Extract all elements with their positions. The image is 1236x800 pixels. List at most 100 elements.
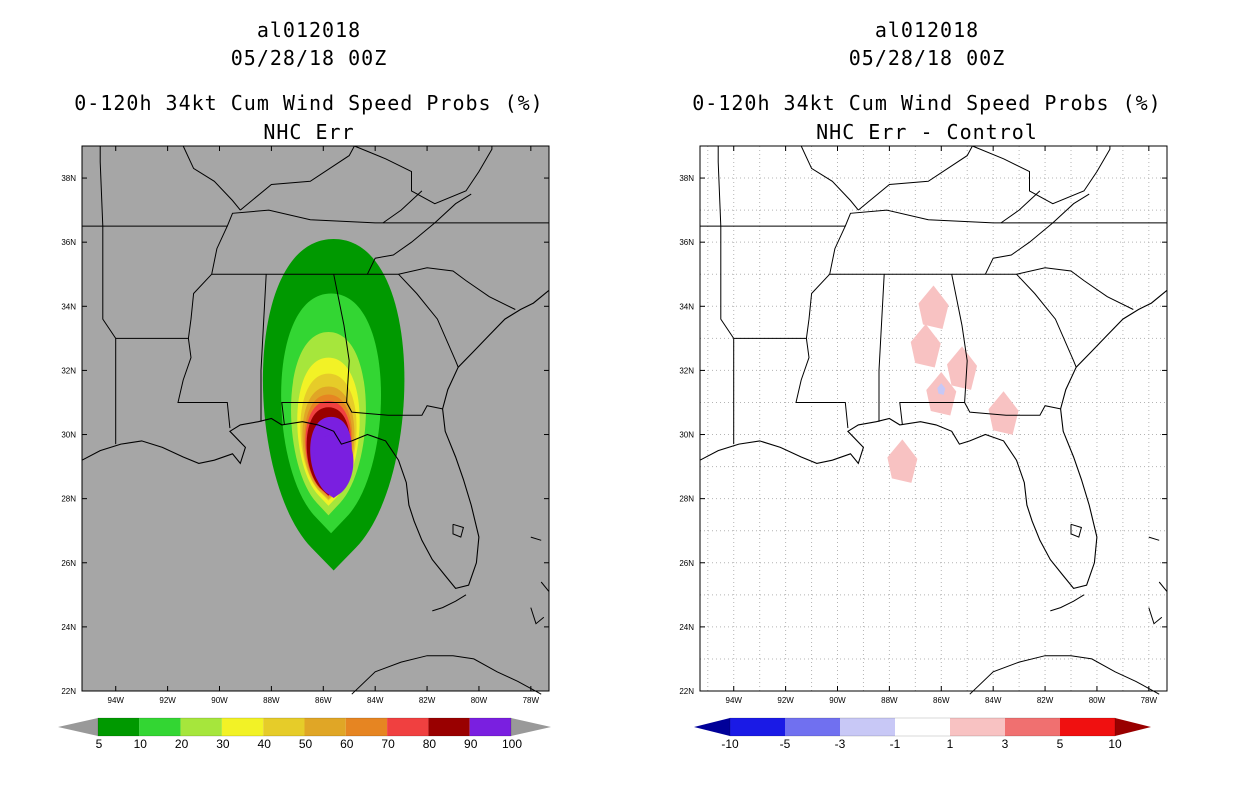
colorbar-swatch bbox=[387, 718, 429, 736]
colorbar-label: 60 bbox=[340, 737, 354, 751]
panel-subtitle: NHC Err bbox=[263, 120, 355, 144]
lon-label: 78W bbox=[1141, 696, 1158, 705]
lat-label: 22N bbox=[679, 687, 694, 696]
bahamas-island bbox=[530, 536, 542, 541]
prob-contour-100 bbox=[313, 434, 354, 499]
colorbar-label: 30 bbox=[216, 737, 230, 751]
lat-label: 32N bbox=[679, 366, 694, 375]
state-border bbox=[899, 274, 968, 425]
colorbar-low-arrow bbox=[58, 718, 98, 736]
state-border bbox=[878, 274, 885, 422]
map-frame bbox=[81, 145, 550, 692]
colorbar-swatch bbox=[730, 718, 785, 736]
colorbar-label: 1 bbox=[947, 737, 954, 751]
colorbar-swatch bbox=[895, 718, 950, 736]
coastline bbox=[699, 289, 1168, 590]
colorbar-swatch bbox=[469, 718, 511, 736]
colorbar-label: 20 bbox=[175, 737, 189, 751]
colorbar-label: 70 bbox=[381, 737, 395, 751]
colorbar-low-arrow bbox=[694, 718, 730, 736]
state-border bbox=[187, 273, 213, 339]
state-border bbox=[211, 267, 516, 310]
colorbar-swatch bbox=[304, 718, 346, 736]
lon-label: 90W bbox=[211, 696, 228, 705]
state-border bbox=[366, 222, 436, 275]
florida-keys bbox=[1050, 594, 1085, 612]
positive-diff-patch bbox=[988, 391, 1019, 435]
bahamas-island bbox=[530, 607, 545, 625]
state-border bbox=[972, 145, 1111, 205]
state-border bbox=[99, 146, 104, 227]
difference-map: 38N 36N 34N 32N 30N 28N 26N 24N 22N 94W 92W 90W 88W 8… bbox=[679, 145, 1168, 751]
state-border bbox=[82, 209, 549, 227]
colorbar-label: 90 bbox=[464, 737, 478, 751]
bahamas-island bbox=[1148, 607, 1163, 625]
lat-label: 32N bbox=[61, 366, 76, 375]
colorbar-label: 5 bbox=[1057, 737, 1064, 751]
state-border bbox=[829, 267, 1134, 310]
lon-label: 90W bbox=[829, 696, 846, 705]
cuba-coast bbox=[969, 655, 1160, 695]
colorbar-swatch bbox=[1005, 718, 1060, 736]
colorbar-label: 3 bbox=[1002, 737, 1009, 751]
colorbar-swatch bbox=[785, 718, 840, 736]
lon-label: 94W bbox=[108, 696, 125, 705]
right-panel: al012018 05/28/18 00Z 0-120h 34kt Cum Wi… bbox=[618, 0, 1236, 800]
colorbar-swatch bbox=[428, 718, 470, 736]
lon-label: 80W bbox=[1089, 696, 1106, 705]
colorbar-swatch bbox=[263, 718, 305, 736]
colorbar-label: -1 bbox=[890, 737, 901, 751]
product-title: 0-120h 34kt Cum Wind Speed Probs (%) bbox=[74, 91, 544, 115]
colorbar-swatch bbox=[221, 718, 264, 736]
state-border bbox=[1000, 190, 1041, 224]
lat-label: 28N bbox=[679, 495, 694, 504]
lat-label: 28N bbox=[61, 495, 76, 504]
colorbar-high-arrow bbox=[511, 718, 551, 736]
lat-label: 36N bbox=[61, 238, 76, 247]
lat-label: 26N bbox=[679, 559, 694, 568]
positive-diff-patch bbox=[887, 439, 918, 483]
state-border bbox=[720, 226, 735, 445]
lon-label: 82W bbox=[419, 696, 436, 705]
bahamas-island bbox=[540, 581, 550, 592]
coastline bbox=[81, 289, 550, 590]
lon-label: 78W bbox=[523, 696, 540, 705]
state-border bbox=[398, 273, 459, 368]
bahamas-island bbox=[1148, 536, 1160, 541]
lon-label: 86W bbox=[315, 696, 332, 705]
wind-prob-map: 38N 36N 34N 32N 30N 28N 26N 24N 22N 94W 92W 90W 88W 8… bbox=[58, 145, 551, 751]
colorbar-label: 100 bbox=[502, 737, 522, 751]
panel-subtitle: NHC Err - Control bbox=[816, 120, 1038, 144]
lat-label: 36N bbox=[679, 238, 694, 247]
state-border bbox=[354, 145, 493, 205]
colorbar-swatch bbox=[139, 718, 181, 736]
state-border bbox=[346, 402, 443, 416]
lon-label: 80W bbox=[471, 696, 488, 705]
state-border bbox=[239, 145, 355, 211]
colorbar-label: 5 bbox=[96, 737, 103, 751]
lake-okeechobee bbox=[1070, 523, 1083, 538]
state-border bbox=[857, 145, 973, 211]
colorbar-swatch bbox=[840, 718, 895, 736]
state-border bbox=[800, 145, 859, 211]
colorbar-swatch bbox=[950, 718, 1005, 736]
lon-label: 92W bbox=[159, 696, 176, 705]
state-border bbox=[102, 226, 117, 445]
colorbar-swatch bbox=[345, 718, 388, 736]
lon-label: 88W bbox=[263, 696, 280, 705]
lat-label: 30N bbox=[61, 431, 76, 440]
positive-diff-patch bbox=[947, 346, 978, 390]
colorbar-outline bbox=[729, 717, 1116, 737]
negative-diff-patch bbox=[937, 383, 946, 395]
lat-label: 26N bbox=[61, 559, 76, 568]
lon-label: 94W bbox=[726, 696, 743, 705]
state-border bbox=[182, 145, 241, 211]
storm-id: al012018 bbox=[874, 18, 980, 42]
lat-label: 38N bbox=[679, 174, 694, 183]
colorbar-swatch bbox=[1060, 718, 1115, 736]
florida-keys bbox=[432, 594, 467, 612]
colorbar-swatch bbox=[98, 718, 140, 736]
colorbar-label: -10 bbox=[721, 737, 739, 751]
lat-label: 34N bbox=[679, 302, 694, 311]
lat-label: 34N bbox=[61, 302, 76, 311]
